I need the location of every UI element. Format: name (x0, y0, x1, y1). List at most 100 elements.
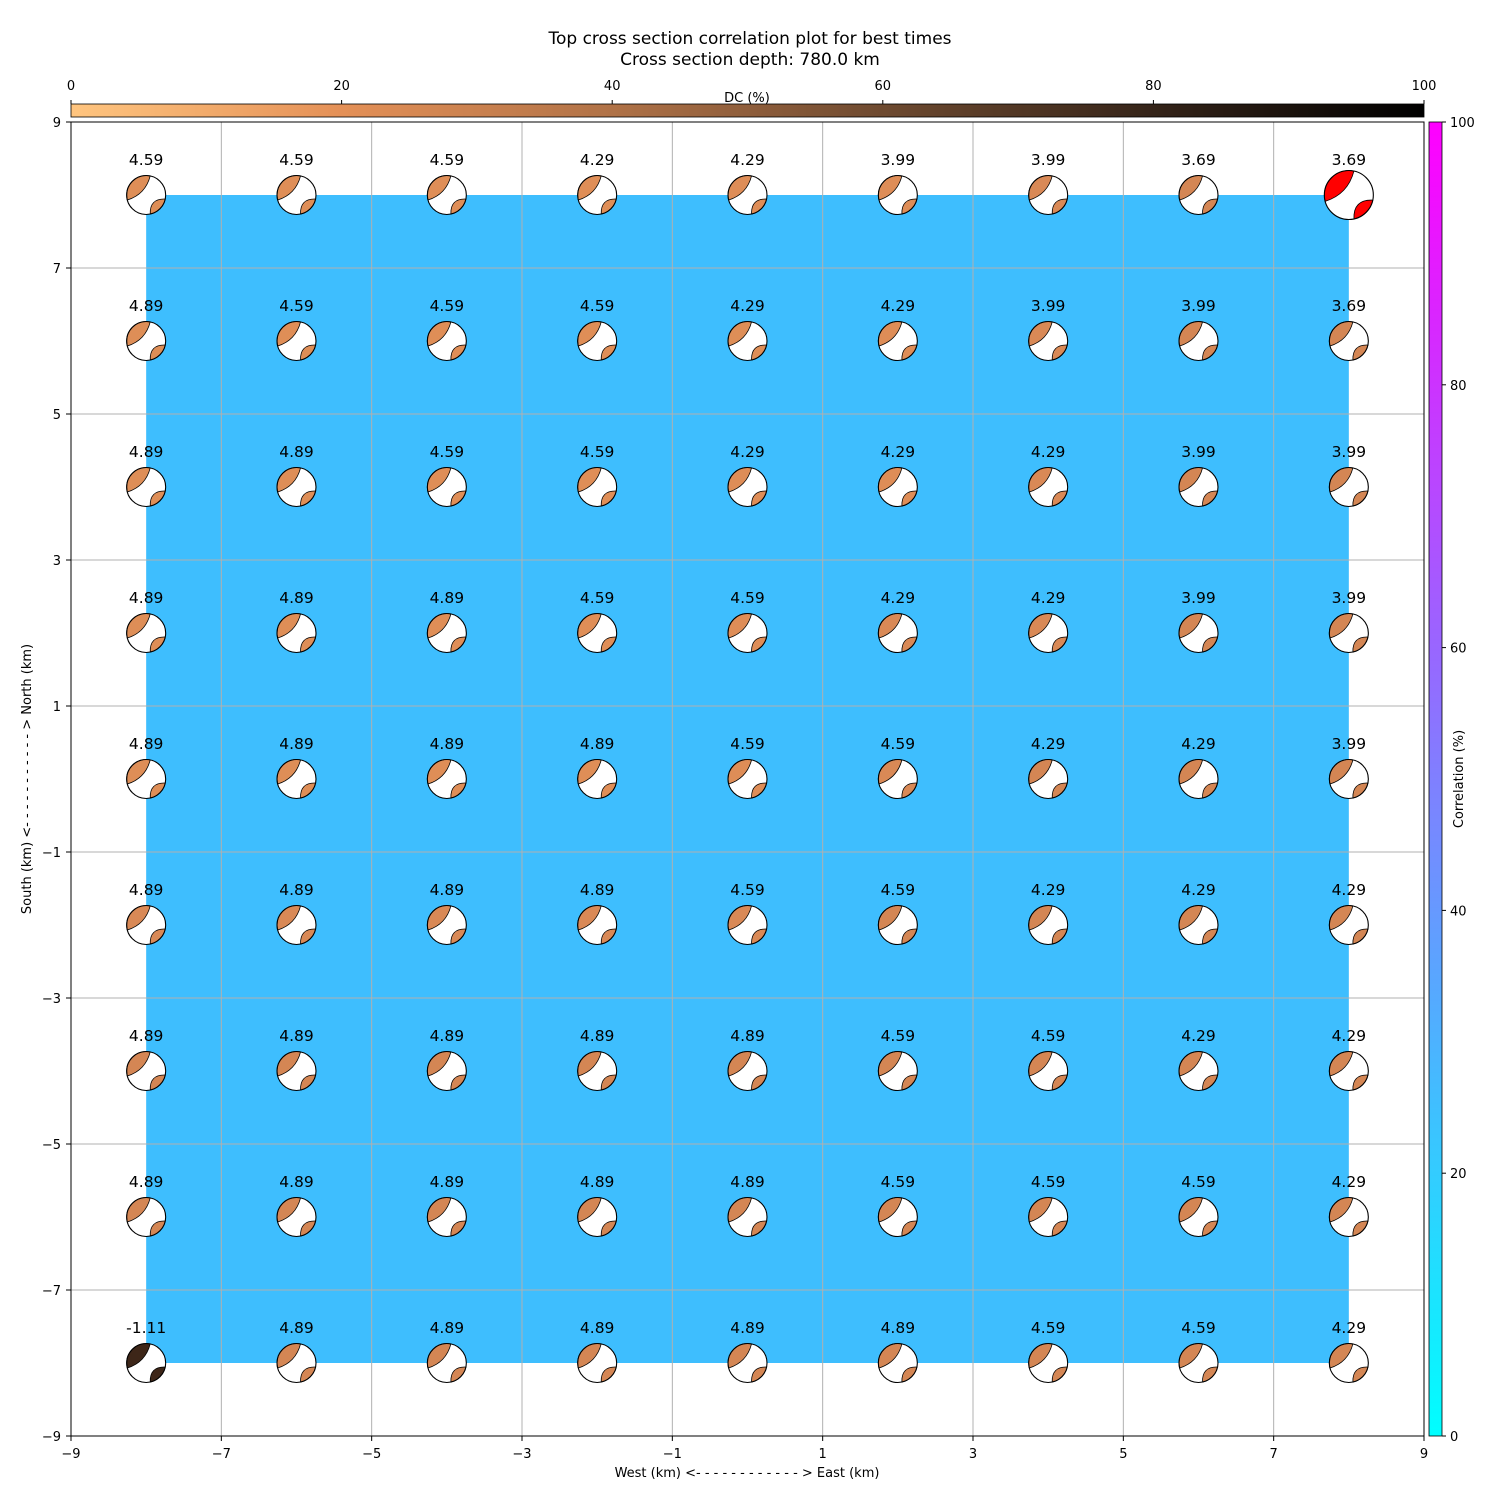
y-tick-label: −5 (42, 1138, 61, 1153)
beachball: 4.59 (426, 443, 467, 508)
beachball-value-label: 4.59 (1031, 1027, 1066, 1045)
beachball-value-label: 4.29 (1181, 881, 1216, 899)
beachball: 4.59 (727, 589, 768, 654)
beachball-outline (877, 758, 918, 800)
beachball-value-label: 4.89 (129, 443, 164, 461)
beachball-value-label: 4.89 (430, 881, 465, 899)
beachball-outline (276, 1196, 317, 1238)
beachball-outline (727, 1342, 768, 1384)
y-tick-label: 1 (53, 700, 61, 715)
beachball-outline (877, 1050, 918, 1092)
beachball: 4.29 (1178, 735, 1219, 800)
beachball: 4.29 (1028, 881, 1069, 946)
beachball-value-label: 4.29 (881, 589, 916, 607)
beachball: 4.29 (727, 151, 768, 216)
beachball-outline (126, 758, 167, 800)
beachball-outline (276, 758, 317, 800)
beachball: 4.29 (877, 589, 918, 654)
dc-tick-label: 40 (604, 79, 621, 94)
beachball-value-label: 4.59 (129, 151, 164, 169)
beachball-value-label: 4.59 (279, 297, 314, 315)
beachball-value-label: 3.99 (1332, 589, 1367, 607)
beachball-outline (1178, 466, 1219, 508)
beachball: 3.99 (1028, 151, 1069, 216)
correlation-colorbar-ticks: 0 20 40 60 80 100 (1442, 116, 1475, 1445)
plot-frame (70, 121, 1425, 1437)
beachball: 4.29 (877, 297, 918, 362)
beachball-value-label: 4.29 (1181, 1027, 1216, 1045)
beachball-value-label: 4.59 (580, 297, 615, 315)
beachball-value-label: 4.89 (279, 881, 314, 899)
correlation-colorbar-label: Correlation (%) (1452, 730, 1467, 828)
beachball: 3.99 (1178, 443, 1219, 508)
beachball: 4.89 (126, 589, 167, 654)
x-tick-label: 1 (819, 1447, 827, 1462)
beachball: 3.99 (877, 151, 918, 216)
beachball-value-label: 3.99 (881, 151, 916, 169)
beachball: 4.89 (426, 735, 467, 800)
beachball-outline (1028, 1342, 1069, 1384)
beachball: 4.89 (426, 881, 467, 946)
dc-colorbar-label: DC (%) (724, 91, 770, 106)
dc-colorbar (70, 103, 1425, 118)
beachball-outline (1028, 612, 1069, 654)
beachball-outline (1328, 466, 1369, 508)
beachball-outline (1328, 904, 1369, 946)
beachball-outline (426, 1050, 467, 1092)
beachball-value-label: 3.99 (1332, 735, 1367, 753)
beachball: 4.59 (877, 1173, 918, 1238)
beachball: 4.89 (276, 735, 317, 800)
beachball: 4.29 (1028, 589, 1069, 654)
beachball-value-label: 4.29 (1031, 735, 1066, 753)
beachball: 4.89 (126, 443, 167, 508)
beachball-value-label: 4.59 (881, 1173, 916, 1191)
beachball-outline (426, 174, 467, 216)
beachball-outline (1328, 1050, 1369, 1092)
beachball-outline (426, 1196, 467, 1238)
beachball-value-label: 4.89 (580, 1319, 615, 1337)
beachball-outline (1178, 320, 1219, 362)
beachball: 4.29 (1328, 1173, 1369, 1238)
beachball-value-label: 4.89 (430, 1319, 465, 1337)
beachball-outline (426, 758, 467, 800)
correlation-tick-label: 100 (1450, 116, 1475, 131)
beachball: 4.59 (1028, 1173, 1069, 1238)
beachball: 4.89 (426, 1027, 467, 1092)
beachball: 4.89 (126, 881, 167, 946)
beachball-value-label: 4.89 (580, 735, 615, 753)
beachball-outline (727, 904, 768, 946)
beachball: 4.89 (426, 1319, 467, 1384)
beachball-outline (426, 320, 467, 362)
correlation-colorbar (1428, 121, 1443, 1437)
beachball: 4.59 (727, 881, 768, 946)
beachball: 4.59 (577, 297, 618, 362)
beachball-value-label: 4.59 (1031, 1173, 1066, 1191)
beachball: 4.59 (276, 297, 317, 362)
beachball-outline (276, 904, 317, 946)
beachball-outline (276, 320, 317, 362)
beachball-value-label: -1.11 (126, 1319, 166, 1337)
beachball-value-label: 3.69 (1332, 151, 1367, 169)
beachball-outline (426, 612, 467, 654)
y-tick-label: −7 (42, 1284, 61, 1299)
dc-tick-label: 20 (333, 79, 350, 94)
beachball-outline (126, 174, 167, 216)
beachball: 4.29 (1028, 443, 1069, 508)
beachball-value-label: 4.59 (430, 443, 465, 461)
beachball-grid: 4.59 4.59 4.59 4.29 4.29 3.99 3.99 3.69 3.69 4.89… (126, 151, 1374, 1384)
beachball: 4.89 (877, 1319, 918, 1384)
beachball-outline (727, 612, 768, 654)
beachball-value-label: 3.69 (1332, 297, 1367, 315)
beachball-outline (126, 1050, 167, 1092)
beachball-outline (126, 1196, 167, 1238)
beachball: 4.89 (426, 1173, 467, 1238)
beachball-value-label: 4.29 (730, 297, 765, 315)
y-axis-ticks: −9 −7 −5 −3 −1 1 3 5 7 9 (42, 116, 71, 1445)
beachball-value-label: 4.29 (730, 443, 765, 461)
beachball: 4.59 (426, 151, 467, 216)
beachball-value-label: 3.69 (1181, 151, 1216, 169)
beachball-value-label: 4.59 (580, 443, 615, 461)
x-tick-label: −3 (512, 1447, 531, 1462)
beachball-value-label: 4.29 (1332, 1027, 1367, 1045)
beachball-value-label: 4.89 (580, 1027, 615, 1045)
